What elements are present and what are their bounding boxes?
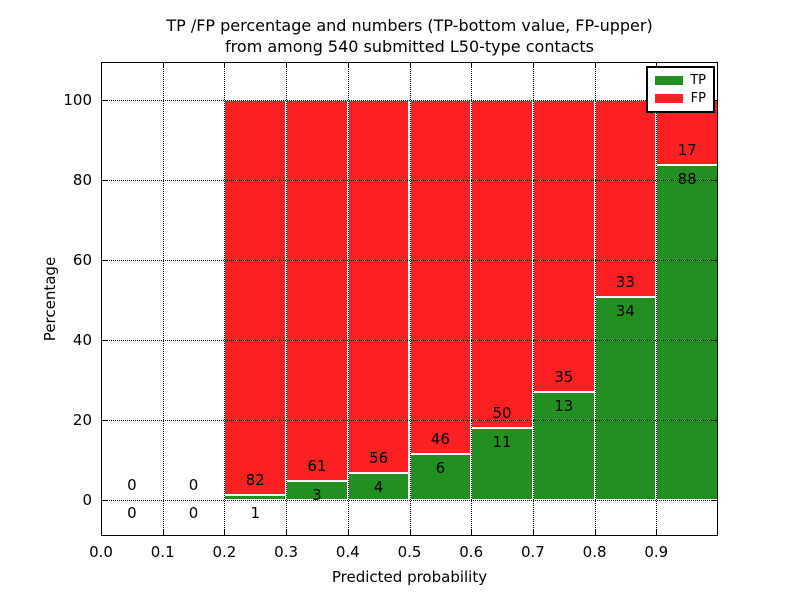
x-tick-mark bbox=[286, 530, 288, 536]
y-tick-label: 60 bbox=[72, 251, 92, 269]
x-tick-label: 0.0 bbox=[89, 543, 113, 561]
x-tick-label: 0.5 bbox=[397, 543, 422, 561]
tp-count-label: 0 bbox=[188, 504, 199, 522]
x-tick-label: 0.8 bbox=[582, 543, 607, 561]
tp-count-label: 0 bbox=[127, 504, 137, 522]
x-tick-mark bbox=[532, 62, 534, 68]
fp-count-label: 0 bbox=[127, 476, 137, 494]
x-tick-mark bbox=[471, 62, 473, 68]
v-gridline bbox=[286, 62, 288, 536]
x-tick-mark bbox=[224, 530, 226, 536]
y-tick-label: 20 bbox=[72, 411, 92, 429]
v-gridline bbox=[409, 62, 411, 536]
legend-row-tp: TP bbox=[655, 73, 706, 88]
y-tick-label: 0 bbox=[82, 491, 92, 509]
fp-bar-segment bbox=[471, 100, 533, 428]
y-tick-mark bbox=[712, 420, 718, 421]
v-gridline bbox=[224, 62, 226, 536]
y-tick-mark bbox=[712, 180, 718, 181]
legend-row-fp: FP bbox=[655, 91, 706, 106]
y-tick-mark bbox=[712, 260, 718, 261]
axis-frame bbox=[101, 62, 718, 536]
tp-count-label: 34 bbox=[615, 302, 635, 320]
y-tick-mark bbox=[101, 500, 107, 501]
plot-area: 0 0 0 0 82 1 61 3 56 4 46 6 50 11 35 13 33 34 17 88 bbox=[101, 62, 718, 536]
tp-legend-swatch bbox=[655, 76, 683, 85]
x-tick-mark bbox=[594, 62, 596, 68]
x-tick-label: 0.1 bbox=[150, 543, 175, 561]
chart-title: TP /FP percentage and numbers (TP-bottom… bbox=[101, 15, 718, 57]
tp-count-label: 6 bbox=[435, 458, 446, 477]
x-tick-mark bbox=[162, 62, 164, 68]
x-tick-mark bbox=[162, 530, 164, 536]
v-gridline bbox=[471, 62, 473, 536]
x-tick-label: 0.7 bbox=[520, 543, 545, 561]
fp-count-label: 0 bbox=[188, 476, 199, 494]
fp-count-label: 61 bbox=[307, 457, 327, 476]
fp-legend-swatch bbox=[655, 94, 683, 103]
y-tick-mark bbox=[101, 340, 107, 341]
x-tick-mark bbox=[594, 530, 596, 536]
x-tick-mark bbox=[409, 62, 411, 68]
fp-legend-label: FP bbox=[690, 91, 706, 106]
x-tick-mark bbox=[409, 530, 411, 536]
tp-count-label: 4 bbox=[373, 478, 384, 497]
tp-legend-label: TP bbox=[690, 73, 706, 88]
x-tick-label: 0.6 bbox=[459, 543, 484, 561]
tp-count-label: 3 bbox=[312, 486, 322, 505]
fp-count-label: 17 bbox=[677, 140, 697, 159]
x-tick-mark bbox=[286, 62, 288, 68]
fp-count-label: 56 bbox=[369, 449, 389, 468]
fp-count-label: 33 bbox=[615, 273, 635, 291]
fp-count-label: 50 bbox=[492, 403, 512, 422]
y-tick-label: 100 bbox=[63, 91, 92, 109]
y-tick-mark bbox=[712, 100, 718, 101]
y-tick-mark bbox=[101, 100, 107, 101]
fp-count-label: 82 bbox=[245, 471, 265, 490]
chart-title-line2: from among 540 submitted L50-type contac… bbox=[225, 37, 594, 56]
y-tick-mark bbox=[101, 180, 107, 181]
x-tick-label: 0.4 bbox=[335, 543, 360, 561]
x-tick-mark bbox=[656, 62, 658, 68]
y-tick-label: 40 bbox=[72, 331, 92, 349]
x-tick-label: 0.9 bbox=[644, 543, 669, 561]
fp-count-label: 46 bbox=[430, 429, 450, 448]
x-tick-mark bbox=[532, 530, 534, 536]
x-tick-label: 0.2 bbox=[212, 543, 237, 561]
x-tick-mark bbox=[471, 530, 473, 536]
x-tick-mark bbox=[347, 530, 349, 536]
x-tick-mark bbox=[347, 62, 349, 68]
chart-title-line1: TP /FP percentage and numbers (TP-bottom… bbox=[166, 16, 653, 35]
tp-count-label: 11 bbox=[492, 432, 512, 451]
v-gridline bbox=[532, 62, 534, 536]
tp-bar-segment bbox=[532, 391, 595, 500]
y-tick-mark bbox=[101, 260, 107, 261]
y-tick-mark bbox=[712, 340, 718, 341]
legend: TP FP bbox=[646, 66, 715, 113]
fp-count-label: 35 bbox=[554, 367, 574, 386]
x-tick-mark bbox=[656, 530, 658, 536]
tp-count-label: 88 bbox=[677, 169, 697, 188]
tp-count-label: 1 bbox=[250, 504, 261, 522]
x-axis-label: Predicted probability bbox=[331, 568, 488, 586]
tp-bar-segment bbox=[471, 427, 533, 500]
v-gridline bbox=[594, 62, 596, 536]
y-tick-label: 80 bbox=[72, 171, 92, 189]
v-gridline bbox=[656, 62, 658, 536]
x-tick-mark bbox=[224, 62, 226, 68]
v-gridline bbox=[347, 62, 349, 536]
tp-bar-segment bbox=[656, 164, 718, 500]
y-tick-mark bbox=[712, 500, 718, 501]
tp-bar-segment bbox=[347, 473, 410, 500]
y-tick-mark bbox=[101, 420, 107, 421]
tp-count-label: 13 bbox=[554, 396, 574, 415]
v-gridline bbox=[162, 62, 164, 536]
x-tick-label: 0.3 bbox=[274, 543, 299, 561]
